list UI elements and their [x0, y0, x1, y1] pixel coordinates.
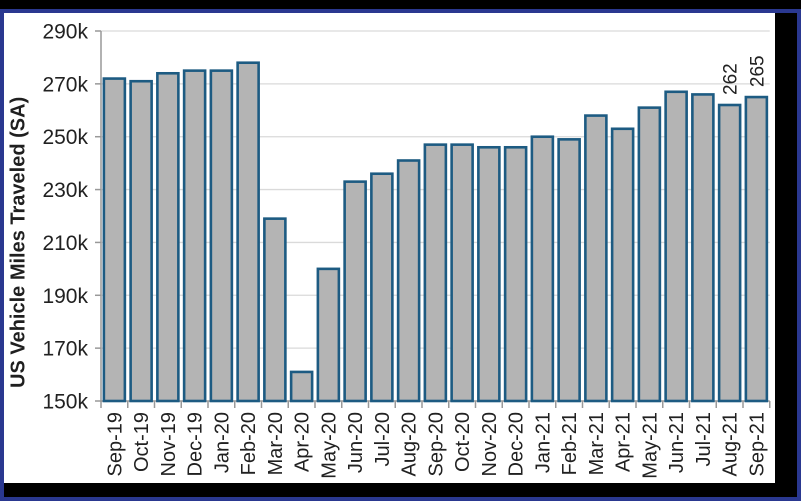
bar — [156, 71, 180, 403]
x-tick-label: Dec-20 — [506, 412, 528, 476]
x-tick-label: Jun-20 — [345, 412, 367, 473]
bar-value-label: 265 — [747, 55, 768, 87]
x-tick-label: Nov-20 — [479, 412, 501, 476]
bar — [396, 159, 421, 403]
bar — [477, 145, 501, 403]
x-tick-label: Nov-19 — [158, 412, 180, 476]
slide-border — [0, 9, 801, 501]
x-tick-label: Mar-20 — [265, 412, 287, 475]
bar — [503, 145, 528, 403]
x-tick-label: Jun-21 — [666, 412, 688, 473]
x-tick-label: Aug-20 — [399, 412, 421, 477]
y-tick-label: 150k — [42, 391, 88, 414]
y-tick-label: 170k — [42, 338, 88, 361]
x-tick-label: Oct-20 — [452, 412, 474, 472]
x-tick-label: May-20 — [318, 412, 340, 479]
x-tick-label: Mar-21 — [586, 412, 608, 475]
bar — [717, 103, 742, 403]
y-tick-label: 270k — [42, 73, 88, 96]
bar — [370, 172, 394, 403]
bar — [236, 61, 260, 403]
x-tick-label: Jan-21 — [532, 412, 554, 473]
x-tick-label: Jan-20 — [211, 412, 233, 473]
bar — [316, 267, 341, 403]
bar — [450, 143, 474, 403]
bar — [343, 180, 367, 403]
y-tick-label: 210k — [42, 232, 88, 255]
x-tick-label: Sep-21 — [746, 412, 768, 477]
chart-panel: US Vehicle Miles Traveled (SA) 150k 170k 1… — [4, 13, 775, 483]
x-tick-label: Feb-20 — [238, 412, 260, 475]
y-axis-title: US Vehicle Miles Traveled (SA) — [7, 96, 30, 388]
y-tick-label: 290k — [42, 21, 88, 44]
x-tick-label: Dec-19 — [185, 412, 207, 476]
y-tick-label: 230k — [42, 179, 88, 202]
x-tick-label: Oct-19 — [131, 412, 153, 472]
bar — [610, 127, 635, 403]
bar — [263, 217, 287, 403]
bar — [289, 370, 314, 403]
x-tick-label: Jul-21 — [693, 412, 715, 466]
x-tick-label: May-21 — [639, 412, 661, 479]
x-tick-label: Sep-20 — [425, 412, 447, 477]
bar — [209, 69, 234, 403]
bar — [664, 90, 688, 403]
bar — [584, 114, 608, 403]
y-tick-label: 250k — [42, 126, 88, 149]
x-tick-label: Aug-21 — [720, 412, 742, 477]
bar — [744, 95, 769, 403]
bar — [637, 106, 662, 403]
x-tick-label: Jul-20 — [372, 412, 394, 466]
x-tick-label: Apr-21 — [613, 412, 635, 472]
bar — [423, 143, 448, 403]
x-tick-label: Apr-20 — [292, 412, 314, 472]
x-tick-label: Feb-21 — [559, 412, 581, 475]
bar-value-label: 262 — [721, 63, 742, 95]
y-tick-label: 190k — [42, 285, 88, 308]
bar — [102, 77, 127, 403]
bar — [182, 69, 207, 403]
x-tick-label: Sep-19 — [104, 412, 126, 477]
bar — [530, 135, 555, 403]
bar — [557, 138, 581, 403]
bar — [129, 79, 153, 403]
bar — [691, 93, 715, 403]
